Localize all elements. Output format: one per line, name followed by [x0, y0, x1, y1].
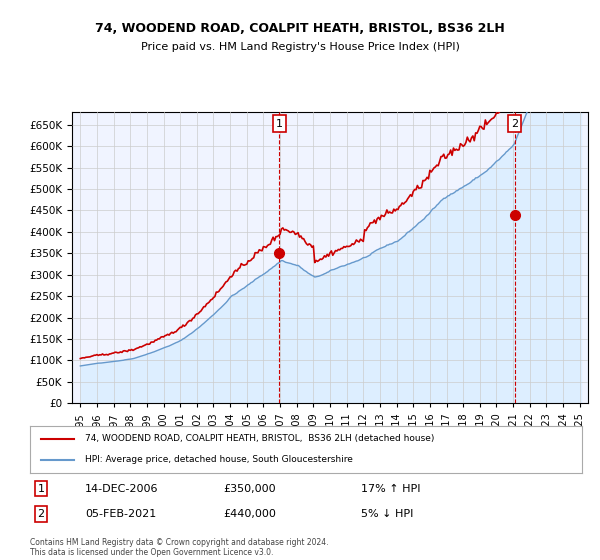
Text: 1: 1 [276, 119, 283, 129]
Text: 2: 2 [511, 119, 518, 129]
Text: £440,000: £440,000 [223, 509, 276, 519]
Text: 2: 2 [37, 509, 44, 519]
Text: HPI: Average price, detached house, South Gloucestershire: HPI: Average price, detached house, Sout… [85, 455, 353, 464]
Text: £350,000: £350,000 [223, 484, 276, 493]
Text: 74, WOODEND ROAD, COALPIT HEATH, BRISTOL, BS36 2LH: 74, WOODEND ROAD, COALPIT HEATH, BRISTOL… [95, 22, 505, 35]
Text: 1: 1 [38, 484, 44, 493]
Text: Price paid vs. HM Land Registry's House Price Index (HPI): Price paid vs. HM Land Registry's House … [140, 42, 460, 52]
Text: 17% ↑ HPI: 17% ↑ HPI [361, 484, 421, 493]
Text: Contains HM Land Registry data © Crown copyright and database right 2024.
This d: Contains HM Land Registry data © Crown c… [30, 538, 329, 557]
Text: 05-FEB-2021: 05-FEB-2021 [85, 509, 157, 519]
Text: 5% ↓ HPI: 5% ↓ HPI [361, 509, 413, 519]
Text: 14-DEC-2006: 14-DEC-2006 [85, 484, 158, 493]
Text: 74, WOODEND ROAD, COALPIT HEATH, BRISTOL,  BS36 2LH (detached house): 74, WOODEND ROAD, COALPIT HEATH, BRISTOL… [85, 435, 434, 444]
